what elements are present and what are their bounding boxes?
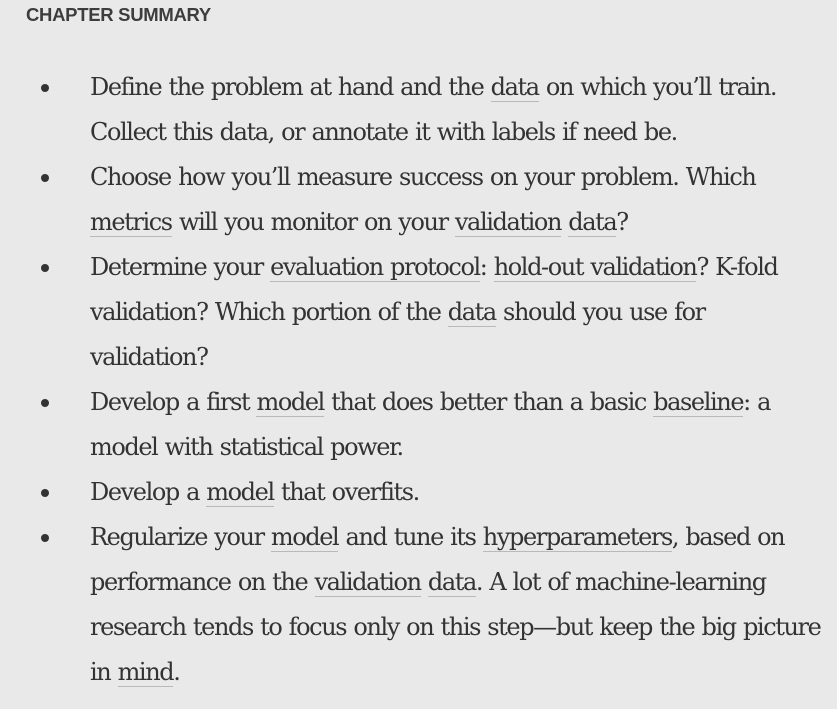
chapter-summary-heading: CHAPTER SUMMARY	[26, 4, 211, 25]
bullet-icon	[41, 84, 49, 92]
item-text: :	[479, 253, 494, 281]
term-link[interactable]: hold-out validation	[493, 253, 698, 282]
term-link[interactable]: metrics	[90, 208, 173, 237]
term-link[interactable]: mind	[117, 658, 175, 687]
term-link[interactable]: evaluation protocol	[270, 253, 481, 282]
summary-item: Develop a first model that does better t…	[0, 380, 837, 470]
summary-item: Develop a model that overfits.	[0, 470, 837, 515]
summary-item: Define the problem at hand and the data …	[0, 65, 837, 155]
term-link[interactable]: baseline	[653, 388, 745, 417]
item-text: that does better than a basic	[323, 388, 654, 416]
summary-item: Choose how you’ll measure success on you…	[0, 155, 837, 245]
item-text: and tune its	[338, 523, 483, 551]
item-text: Develop a	[90, 478, 207, 506]
bullet-icon	[41, 534, 49, 542]
item-text: on which you’ll train. Collect this data…	[90, 73, 778, 146]
bullet-icon	[41, 174, 49, 182]
item-text: ?	[616, 208, 629, 236]
item-text: .	[173, 658, 181, 686]
term-link[interactable]: validation	[454, 208, 562, 237]
item-text: , based on performance on the	[90, 523, 786, 596]
summary-list: Define the problem at hand and the data …	[0, 65, 837, 695]
item-text: . A lot of machine-learning research ten…	[90, 568, 822, 686]
item-text: ? K-fold validation? Which portion of th…	[90, 253, 779, 326]
bullet-icon	[41, 489, 49, 497]
item-text: Develop a first	[90, 388, 257, 416]
item-text: : a model with statistical power.	[90, 388, 771, 461]
bullet-icon	[41, 399, 49, 407]
bullet-icon	[41, 264, 49, 272]
term-link[interactable]: data	[427, 568, 477, 597]
term-link[interactable]: data	[447, 298, 497, 327]
term-link[interactable]: model	[256, 388, 325, 417]
item-text: should you use for validation?	[90, 298, 706, 371]
term-link[interactable]: model	[206, 478, 275, 507]
item-text: that overfits.	[273, 478, 420, 506]
item-text: will you monitor on your	[171, 208, 455, 236]
summary-item: Regularize your model and tune its hyper…	[0, 515, 837, 695]
term-link[interactable]: hyperparameters	[482, 523, 673, 552]
item-text: Determine your	[90, 253, 271, 281]
item-text: Define the problem at hand and the	[90, 73, 491, 101]
term-link[interactable]: data	[568, 208, 618, 237]
item-text	[421, 568, 428, 596]
term-link[interactable]: model	[270, 523, 340, 552]
term-link[interactable]: validation	[314, 568, 422, 597]
term-link[interactable]: data	[490, 73, 540, 102]
item-text: Choose how you’ll measure success on you…	[90, 163, 757, 191]
item-text: Regularize your	[90, 523, 271, 551]
summary-item: Determine your evaluation protocol: hold…	[0, 245, 837, 380]
